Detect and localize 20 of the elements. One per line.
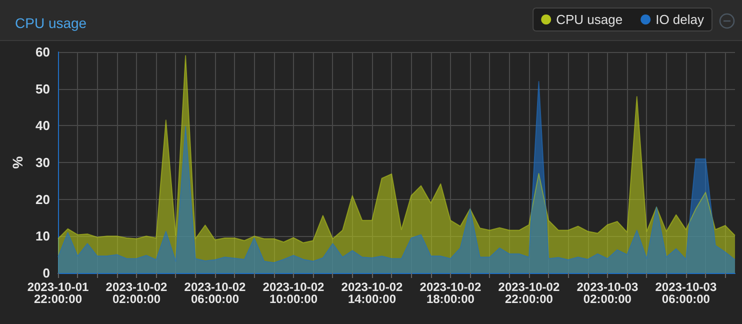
y-tick-label: 30 — [36, 155, 50, 170]
legend-label: IO delay — [656, 12, 704, 27]
x-tick-label: 2023-10-02 10:00:00 — [262, 280, 324, 306]
x-tick-label: 2023-10-02 18:00:00 — [420, 280, 482, 306]
y-tick-label: 20 — [36, 192, 50, 207]
chart-title: CPU usage — [15, 15, 87, 31]
x-tick-label: 2023-10-02 02:00:00 — [106, 280, 168, 306]
x-tick-label: 2023-10-03 06:00:00 — [655, 280, 717, 306]
y-tick-label: 10 — [36, 228, 50, 244]
x-tick-label: 2023-10-01 22:00:00 — [27, 280, 90, 306]
y-tick-label: 50 — [36, 81, 50, 96]
y-tick-label: 40 — [36, 118, 50, 134]
x-tick-label: 2023-10-03 02:00:00 — [576, 280, 638, 306]
x-tick-label: 2023-10-02 06:00:00 — [184, 280, 246, 306]
y-tick-label: 0 — [42, 266, 50, 280]
y-tick-label: 60 — [36, 44, 50, 60]
x-tick-label: 2023-10-02 22:00:00 — [498, 280, 560, 306]
y-axis-title: % — [10, 156, 26, 169]
x-tick-label: 2023-10-02 14:00:00 — [341, 280, 403, 306]
legend-label: CPU usage — [556, 12, 623, 27]
